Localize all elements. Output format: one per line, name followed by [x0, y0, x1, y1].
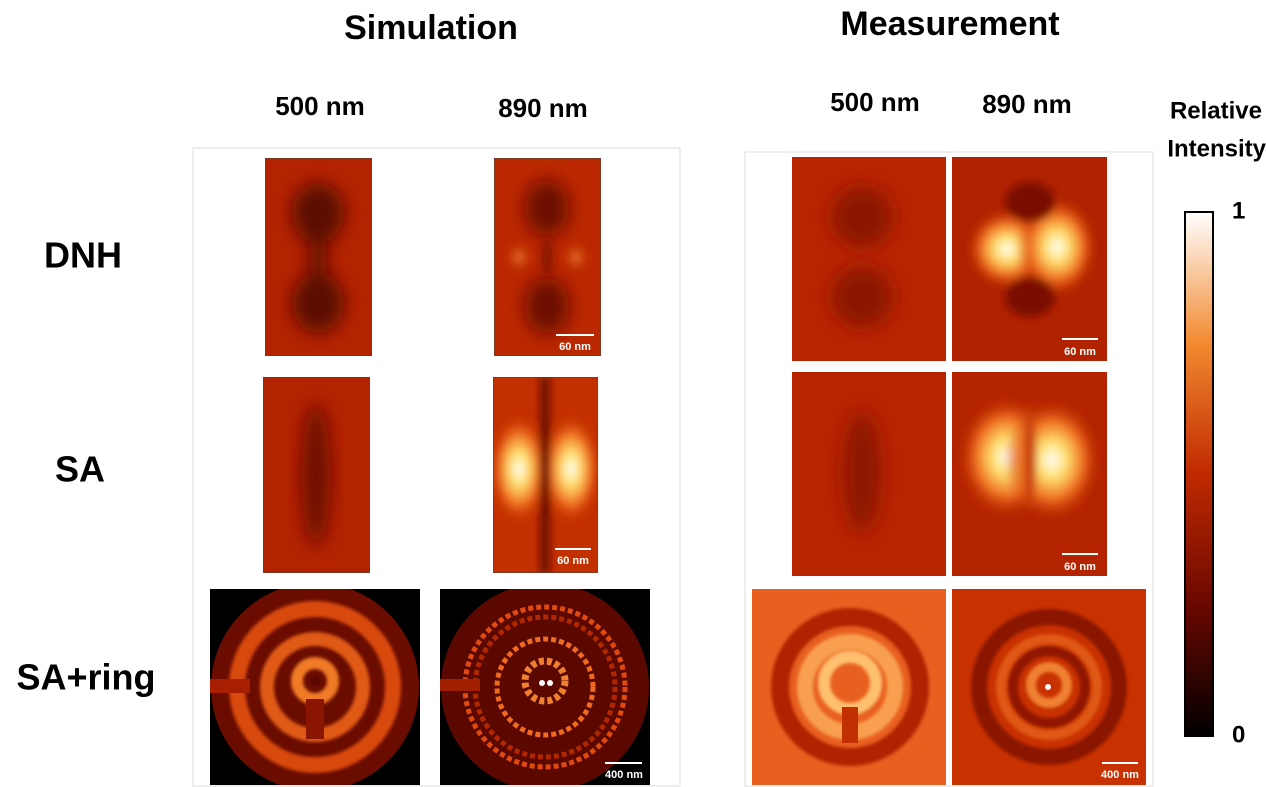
- image-panel: 60 nm: [494, 158, 601, 356]
- scale-bar-label: 60 nm: [559, 341, 591, 353]
- colorbar-tick-label: 0: [1232, 721, 1245, 748]
- scale-bar-label: 400 nm: [1101, 769, 1139, 781]
- image-panel: 60 nm: [952, 372, 1107, 576]
- scale-bar-label: 400 nm: [605, 769, 643, 781]
- row-label: SA: [55, 449, 105, 490]
- colorbar-label: Relative: [1170, 97, 1262, 124]
- row-label: DNH: [44, 235, 122, 276]
- image-panel: 400 nm: [952, 589, 1146, 785]
- title: Measurement: [840, 5, 1059, 43]
- scale-bar-label: 60 nm: [557, 555, 589, 567]
- scale-bar-label: 60 nm: [1064, 561, 1096, 573]
- column-label: 890 nm: [498, 93, 588, 123]
- image-panel: 400 nm: [440, 583, 650, 787]
- scale-bar-label: 60 nm: [1064, 346, 1096, 358]
- figure: Simulation Measurement 500 nm 890 nm 500…: [0, 0, 1266, 787]
- colorbar-tick-label: 1: [1232, 197, 1245, 224]
- column-label: 500 nm: [830, 87, 920, 117]
- title: Simulation: [344, 9, 518, 47]
- image-panel: [752, 589, 946, 785]
- column-label: 500 nm: [275, 91, 365, 121]
- image-panel: [792, 372, 946, 576]
- image-panel: [792, 157, 946, 361]
- colorbar-label: Intensity: [1167, 135, 1266, 162]
- image-panel: [210, 583, 420, 787]
- colorbar: [1185, 212, 1213, 736]
- image-panel: [263, 377, 370, 573]
- row-label: SA+ring: [16, 657, 155, 698]
- column-label: 890 nm: [982, 89, 1072, 119]
- image-panel: 60 nm: [952, 157, 1107, 361]
- image-panel: 60 nm: [489, 377, 601, 573]
- image-panel: [265, 158, 372, 356]
